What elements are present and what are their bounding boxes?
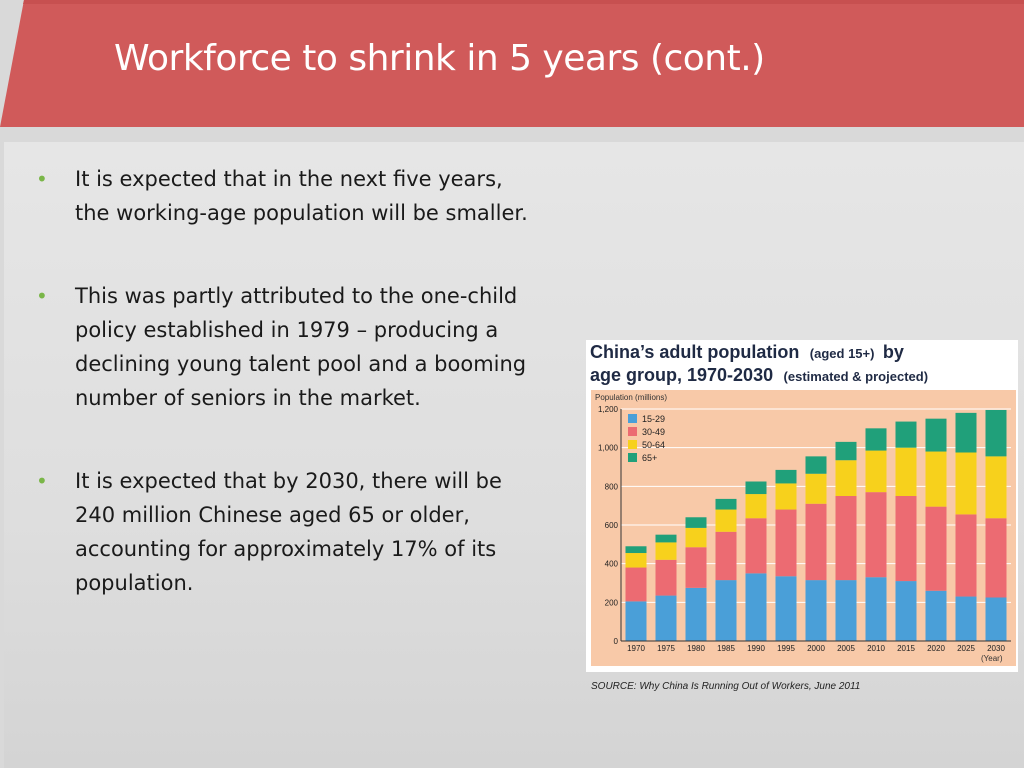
bar-segment-30-49: [655, 559, 677, 596]
bar-segment-50-64: [745, 494, 767, 519]
bar-segment-65+: [985, 409, 1007, 457]
bar-segment-50-64: [955, 452, 977, 515]
x-tick-label: 1970: [627, 644, 645, 653]
chart-title-line-2: age group, 1970-2030 (estimated & projec…: [590, 365, 928, 385]
bar-segment-50-64: [685, 527, 707, 548]
bar-segment-15-29: [715, 580, 737, 641]
y-tick-label: 0: [614, 637, 619, 646]
bullet-text: It is expected that in the next five yea…: [75, 167, 528, 225]
title-banner: [0, 0, 1024, 127]
x-tick-label: 2020: [927, 644, 945, 653]
bar-segment-65+: [685, 517, 707, 528]
chart-image: China’s adult population (aged 15+) by a…: [586, 340, 1018, 672]
y-tick-label: 800: [605, 482, 619, 491]
y-tick-label: 200: [605, 598, 619, 607]
bar-segment-30-49: [685, 547, 707, 588]
bar-segment-15-29: [805, 580, 827, 641]
bar-segment-65+: [715, 498, 737, 510]
bar-segment-50-64: [895, 447, 917, 496]
bullet-item: • This was partly attributed to the one-c…: [34, 279, 534, 415]
bar-segment-30-49: [625, 567, 647, 602]
bar-segment-50-64: [655, 542, 677, 560]
bar-segment-65+: [775, 469, 797, 484]
y-tick-label: 1,000: [598, 444, 619, 453]
bar-segment-15-29: [865, 577, 887, 641]
bar-segment-50-64: [715, 509, 737, 532]
bar-segment-30-49: [955, 514, 977, 597]
bar-segment-65+: [865, 428, 887, 451]
y-tick-label: 1,200: [598, 405, 619, 414]
slide-title: Workforce to shrink in 5 years (cont.): [114, 38, 765, 79]
bar-segment-65+: [655, 534, 677, 543]
bar-segment-30-49: [985, 518, 1007, 598]
bar-segment-30-49: [775, 509, 797, 577]
bar-segment-15-29: [625, 601, 647, 641]
bar-segment-15-29: [745, 573, 767, 641]
legend-label: 30-49: [642, 427, 665, 437]
bar-segment-15-29: [985, 597, 1007, 641]
bullet-item: • It is expected that in the next five ye…: [34, 162, 534, 230]
bar-segment-30-49: [745, 518, 767, 574]
bullet-list: • It is expected that in the next five ye…: [34, 162, 534, 649]
x-tick-label: 2015: [897, 644, 915, 653]
x-tick-label: 1990: [747, 644, 765, 653]
bar-segment-15-29: [955, 596, 977, 641]
x-tick-label: 2000: [807, 644, 825, 653]
legend-swatch: [628, 427, 637, 436]
legend-swatch: [628, 414, 637, 423]
source-note: SOURCE: Why China Is Running Out of Work…: [591, 681, 861, 692]
bar-segment-30-49: [715, 531, 737, 581]
legend-swatch: [628, 440, 637, 449]
bar-segment-30-49: [895, 496, 917, 582]
bar-segment-65+: [895, 421, 917, 448]
bar-segment-65+: [835, 441, 857, 461]
x-tick-label: 1980: [687, 644, 705, 653]
legend-swatch: [628, 453, 637, 462]
bar-segment-65+: [955, 412, 977, 453]
bar-segment-15-29: [775, 576, 797, 641]
bar-segment-50-64: [775, 483, 797, 510]
x-tick-label: 1995: [777, 644, 795, 653]
bar-segment-15-29: [685, 587, 707, 641]
bar-segment-65+: [745, 481, 767, 495]
x-tick-label: 2005: [837, 644, 855, 653]
x-tick-label: 1985: [717, 644, 735, 653]
bar-segment-65+: [925, 418, 947, 452]
stacked-bar-chart: China’s adult population (aged 15+) by a…: [586, 340, 1018, 672]
legend-label: 15-29: [642, 414, 665, 424]
x-tick-label: 2030: [987, 644, 1005, 653]
bullet-text: It is expected that by 2030, there will …: [75, 469, 502, 595]
x-axis-title: (Year): [981, 654, 1003, 663]
x-tick-label: 2025: [957, 644, 975, 653]
bullet-item: • It is expected that by 2030, there will…: [34, 464, 534, 600]
bullet-dot-icon: •: [36, 284, 48, 308]
y-tick-label: 400: [605, 560, 619, 569]
bullet-text: This was partly attributed to the one-ch…: [75, 284, 527, 410]
bar-segment-65+: [805, 456, 827, 474]
y-axis-title: Population (millions): [595, 393, 667, 402]
bar-segment-30-49: [865, 492, 887, 578]
bullet-dot-icon: •: [36, 469, 48, 493]
bar-segment-50-64: [925, 451, 947, 507]
bar-segment-50-64: [805, 473, 827, 504]
bar-segment-30-49: [925, 506, 947, 591]
bar-segment-50-64: [625, 553, 647, 568]
bar-segment-50-64: [865, 450, 887, 493]
legend-label: 65+: [642, 453, 657, 463]
y-tick-label: 600: [605, 521, 619, 530]
bar-segment-15-29: [655, 595, 677, 641]
bullet-dot-icon: •: [36, 167, 48, 191]
bar-segment-50-64: [985, 456, 1007, 519]
bar-segment-30-49: [835, 496, 857, 581]
chart-title-line-1: China’s adult population (aged 15+) by: [590, 342, 904, 362]
bar-segment-15-29: [835, 580, 857, 641]
bar-segment-15-29: [895, 581, 917, 641]
x-tick-label: 2010: [867, 644, 885, 653]
x-tick-label: 1975: [657, 644, 675, 653]
bar-segment-30-49: [805, 503, 827, 581]
legend-label: 50-64: [642, 440, 665, 450]
bar-segment-50-64: [835, 460, 857, 496]
bar-segment-15-29: [925, 590, 947, 641]
bar-segment-65+: [625, 546, 647, 554]
